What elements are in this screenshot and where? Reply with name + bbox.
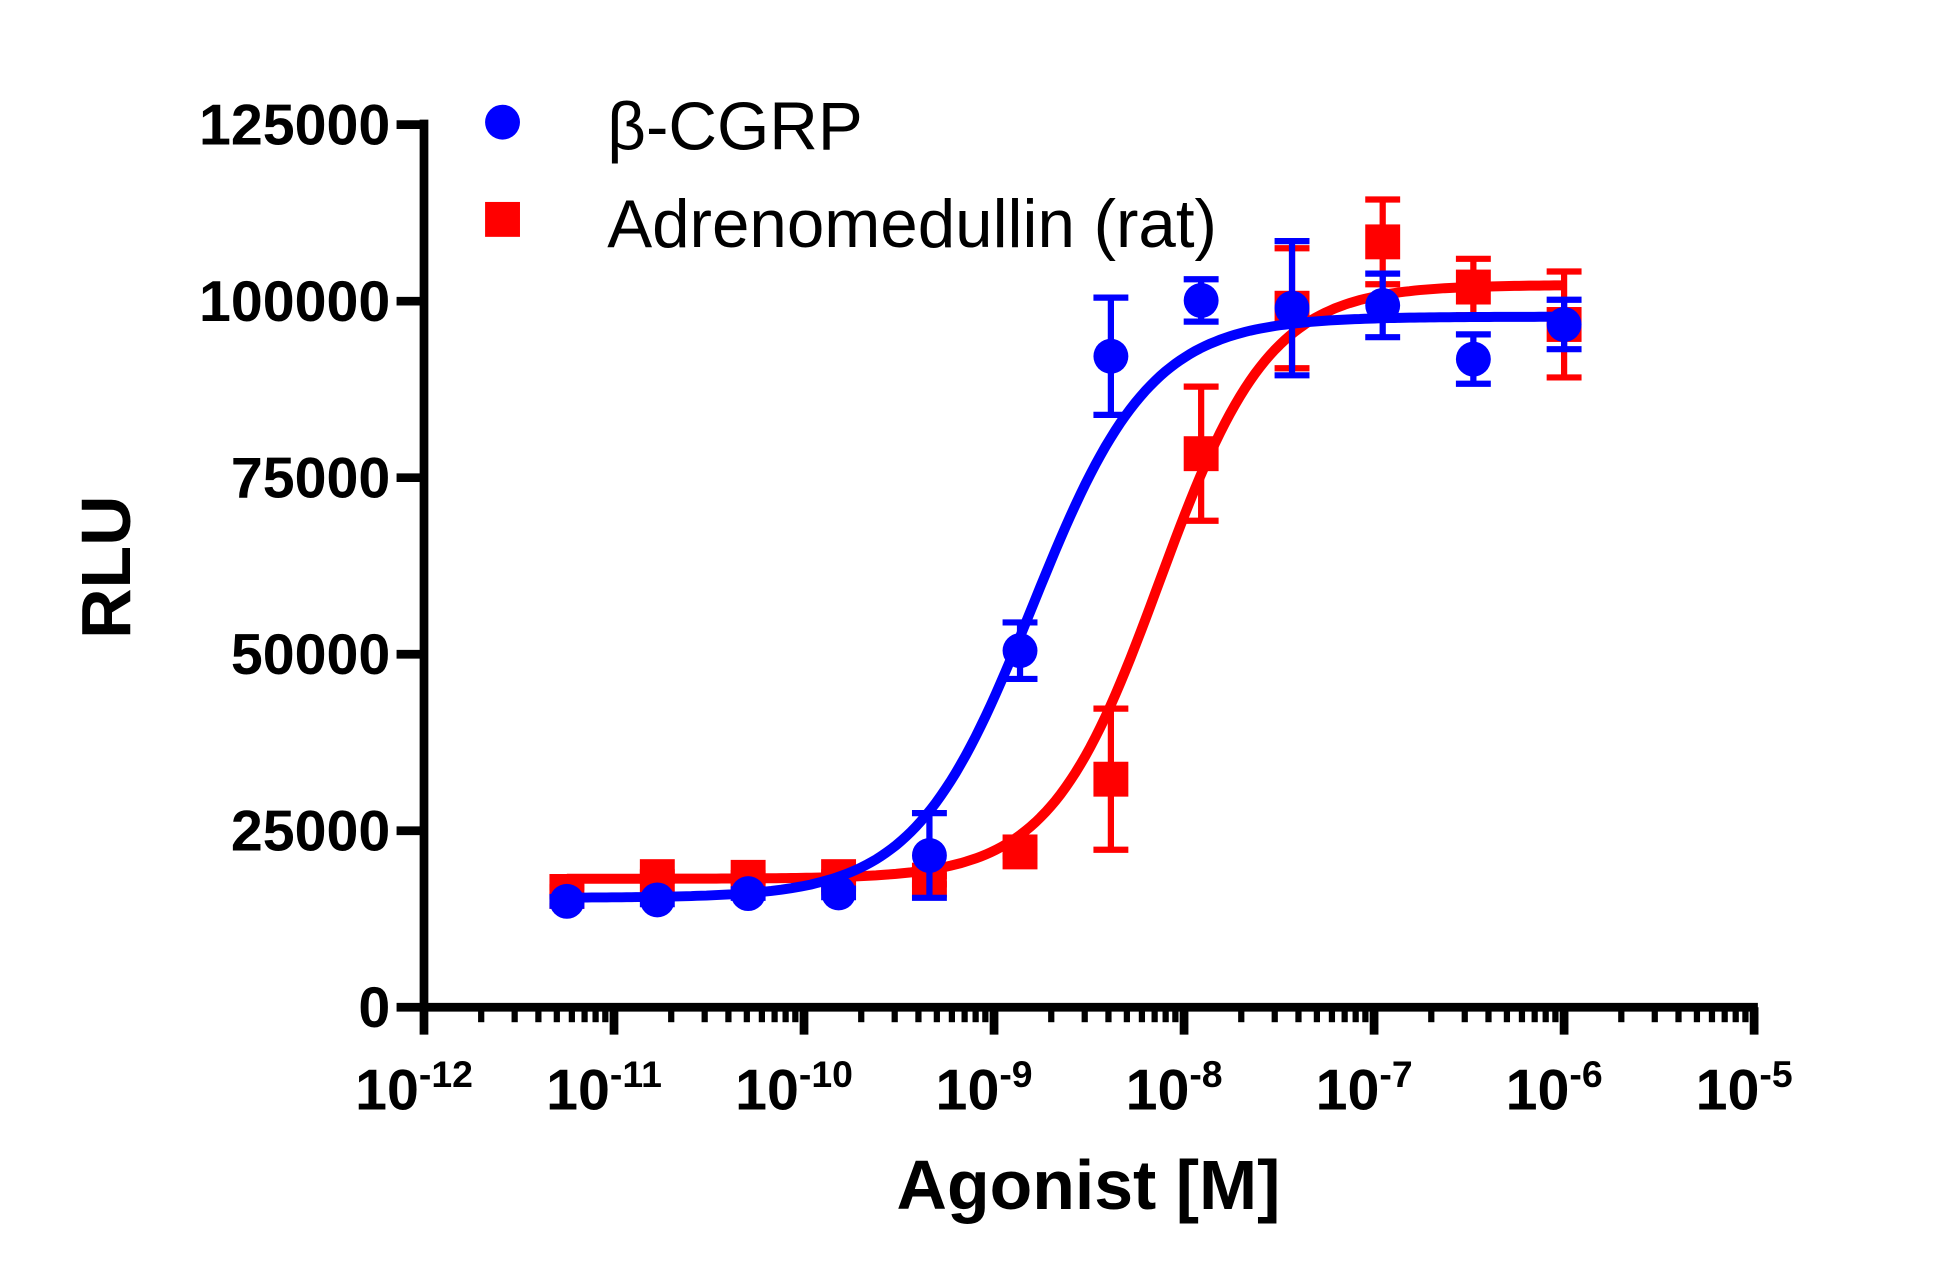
legend-label-beta-cgrp: β-CGRP [607, 90, 863, 165]
y-tick-label: 0 [358, 976, 390, 1040]
series-adrenomedullin [549, 196, 1582, 909]
data-point [1365, 287, 1401, 323]
x-tick-label: 10-7 [1316, 1053, 1413, 1122]
data-point [549, 883, 585, 919]
data-point [821, 875, 857, 911]
legend-label-adrenomedullin: Adrenomedullin (rat) [607, 187, 1217, 262]
data-point [1093, 761, 1129, 797]
y-tick-label: 125000 [199, 94, 390, 158]
y-tick-label: 100000 [199, 270, 390, 334]
x-axis-title: Agonist [M] [897, 1146, 1281, 1224]
fit-curve [566, 311, 1565, 903]
data-point [1183, 283, 1219, 318]
y-tick-label: 25000 [231, 800, 390, 864]
x-tick-label: 10-9 [936, 1053, 1033, 1122]
x-tick-label: 10-8 [1126, 1053, 1223, 1122]
data-point [730, 876, 766, 912]
data-point [1455, 269, 1491, 305]
data-point [1274, 290, 1310, 326]
y-tick-label: 75000 [231, 447, 390, 511]
data-point [1365, 224, 1401, 260]
x-tick-label: 10-11 [546, 1053, 662, 1122]
fit-curve [566, 280, 1565, 884]
legend-marker-beta-cgrp [485, 104, 520, 140]
x-tick-label: 10-5 [1696, 1053, 1793, 1122]
data-point [1002, 633, 1038, 669]
series-beta-cgrp [549, 238, 1582, 919]
data-point [639, 882, 675, 918]
y-axis-title: RLU [67, 495, 145, 638]
data-point [1093, 338, 1129, 374]
legend-marker-adrenomedullin [485, 201, 520, 237]
data-point [911, 837, 947, 873]
legend: β-CGRP Adrenomedullin (rat) [485, 90, 1217, 262]
data-point [1546, 307, 1582, 342]
y-tick-label: 50000 [231, 623, 390, 687]
data-point [1183, 436, 1219, 472]
x-tick-label: 10-12 [355, 1053, 473, 1122]
x-tick-label: 10-6 [1506, 1053, 1603, 1122]
data-point [1455, 341, 1491, 377]
data-point [1002, 834, 1038, 870]
x-tick-label: 10-10 [735, 1053, 853, 1122]
